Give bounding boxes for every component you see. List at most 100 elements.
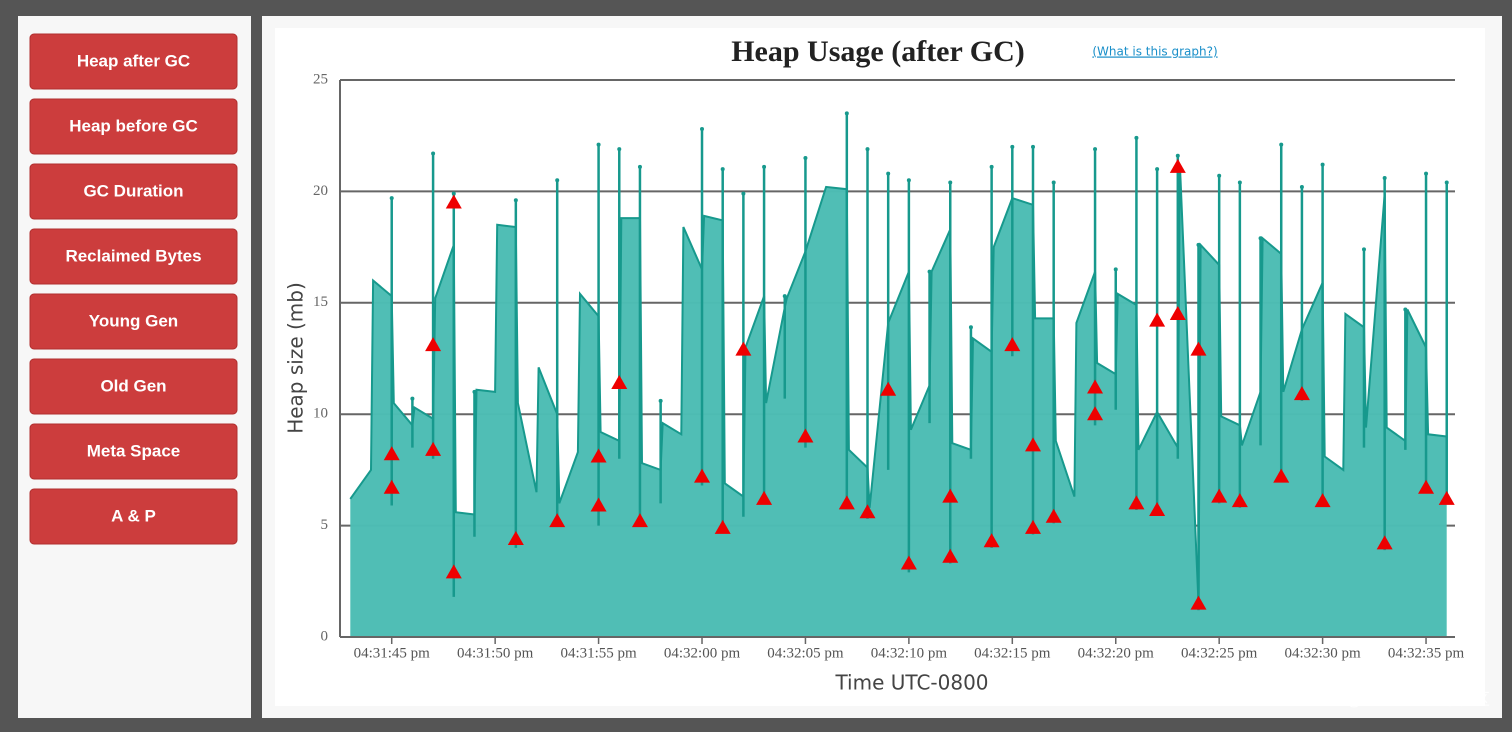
spike-cap	[700, 127, 705, 132]
button-bg	[29, 33, 238, 90]
spike-cap	[803, 155, 808, 160]
chart-title: Heap Usage (after GC)	[731, 35, 1025, 68]
gc-marker	[590, 497, 607, 512]
gc-marker	[1087, 406, 1104, 421]
gc-marker	[1273, 468, 1290, 483]
spike-cap	[1382, 176, 1387, 181]
gc-marker	[1211, 488, 1228, 503]
spike-cap	[1299, 184, 1304, 189]
nav-button[interactable]: Heap after GC	[29, 33, 238, 90]
spike-cap	[410, 396, 415, 401]
spike-cap	[741, 191, 746, 196]
gc-marker	[1169, 158, 1186, 173]
gc-marker	[1024, 519, 1041, 534]
spike-cap	[658, 398, 663, 403]
gc-marker	[425, 441, 442, 456]
button-label: Heap before GC	[69, 116, 197, 135]
nav-button[interactable]: Reclaimed Bytes	[29, 228, 238, 285]
nav-button[interactable]: Meta Space	[29, 423, 238, 480]
spike-cap	[886, 171, 891, 176]
spike-cap	[720, 167, 725, 172]
spike-cap	[1361, 247, 1366, 252]
nav-button[interactable]: Heap before GC	[29, 98, 238, 155]
gc-marker	[900, 555, 917, 570]
spike-cap	[1175, 153, 1180, 158]
button-label: Young Gen	[89, 311, 178, 330]
spike-cap	[782, 294, 787, 299]
gc-marker	[1169, 305, 1186, 320]
spike-cap	[1051, 180, 1056, 185]
x-axis-label: Time UTC-0800	[834, 671, 988, 695]
x-tick-label: 04:32:30 pm	[1284, 645, 1361, 661]
button-bg	[29, 293, 238, 350]
spike-cap	[596, 142, 601, 147]
button-bg	[29, 423, 238, 480]
x-tick-label: 04:32:00 pm	[664, 645, 741, 661]
gc-marker	[880, 381, 897, 396]
x-tick-label: 04:31:50 pm	[457, 645, 534, 661]
spike-cap	[1134, 135, 1139, 140]
x-tick-label: 04:32:05 pm	[767, 645, 844, 661]
gc-marker	[859, 504, 876, 519]
gc-marker	[942, 548, 959, 563]
spike-cap	[1320, 162, 1325, 167]
spike-cap	[968, 325, 973, 330]
gc-marker	[1045, 508, 1062, 523]
gc-marker	[383, 479, 400, 494]
gc-marker	[714, 519, 731, 534]
spike-cap	[555, 178, 560, 183]
y-tick-label: 10	[313, 406, 328, 422]
gc-marker	[1438, 490, 1455, 505]
gc-marker	[590, 448, 607, 463]
nav-button[interactable]: Young Gen	[29, 293, 238, 350]
spike-cap	[617, 147, 622, 152]
spike-cap	[1237, 180, 1242, 185]
gc-marker	[1149, 502, 1166, 517]
x-tick-label: 04:31:55 pm	[560, 645, 637, 661]
button-label: Reclaimed Bytes	[65, 246, 201, 265]
spike-cap	[1444, 180, 1449, 185]
x-tick-label: 04:32:20 pm	[1078, 645, 1155, 661]
nav-button[interactable]: GC Duration	[29, 163, 238, 220]
spike-cap	[927, 269, 932, 274]
gc-marker	[1190, 341, 1207, 356]
spike-cap	[389, 196, 394, 201]
watermark: @稀土掘金技术社区	[1346, 690, 1490, 709]
gc-marker	[1418, 479, 1435, 494]
spike-cap	[865, 147, 870, 152]
nav-button[interactable]: Old Gen	[29, 358, 238, 415]
spike-cap	[1196, 242, 1201, 247]
gc-marker	[1149, 312, 1166, 327]
nav-button[interactable]: A & P	[29, 488, 238, 545]
spike-cap	[431, 151, 436, 156]
gc-marker	[694, 468, 711, 483]
spike-cap	[1010, 144, 1015, 149]
area-fill	[350, 164, 1447, 637]
x-tick-label: 04:31:45 pm	[354, 645, 431, 661]
x-tick-label: 04:32:10 pm	[871, 645, 948, 661]
button-label: Old Gen	[100, 376, 166, 395]
button-bg	[29, 163, 238, 220]
gc-marker	[942, 488, 959, 503]
spike-cap	[1279, 142, 1284, 147]
spike-cap	[762, 164, 767, 169]
gc-marker	[1190, 595, 1207, 610]
gc-marker	[1128, 495, 1145, 510]
spike-cap	[451, 191, 456, 196]
help-link[interactable]: (What is this graph?)	[1092, 45, 1217, 59]
x-tick-label: 04:32:35 pm	[1388, 645, 1465, 661]
spike-cap	[472, 389, 477, 394]
gc-marker	[1004, 337, 1021, 352]
x-tick-label: 04:32:15 pm	[974, 645, 1051, 661]
y-tick-label: 20	[313, 183, 328, 199]
spike-cap	[1424, 171, 1429, 176]
button-label: Meta Space	[87, 441, 181, 460]
gc-marker	[1376, 535, 1393, 550]
x-tick-label: 04:32:25 pm	[1181, 645, 1258, 661]
spike-cap	[1113, 267, 1118, 272]
y-axis-label: Heap size (mb)	[284, 282, 308, 434]
gc-marker	[549, 513, 566, 528]
spike-cap	[948, 180, 953, 185]
gc-marker	[756, 490, 773, 505]
